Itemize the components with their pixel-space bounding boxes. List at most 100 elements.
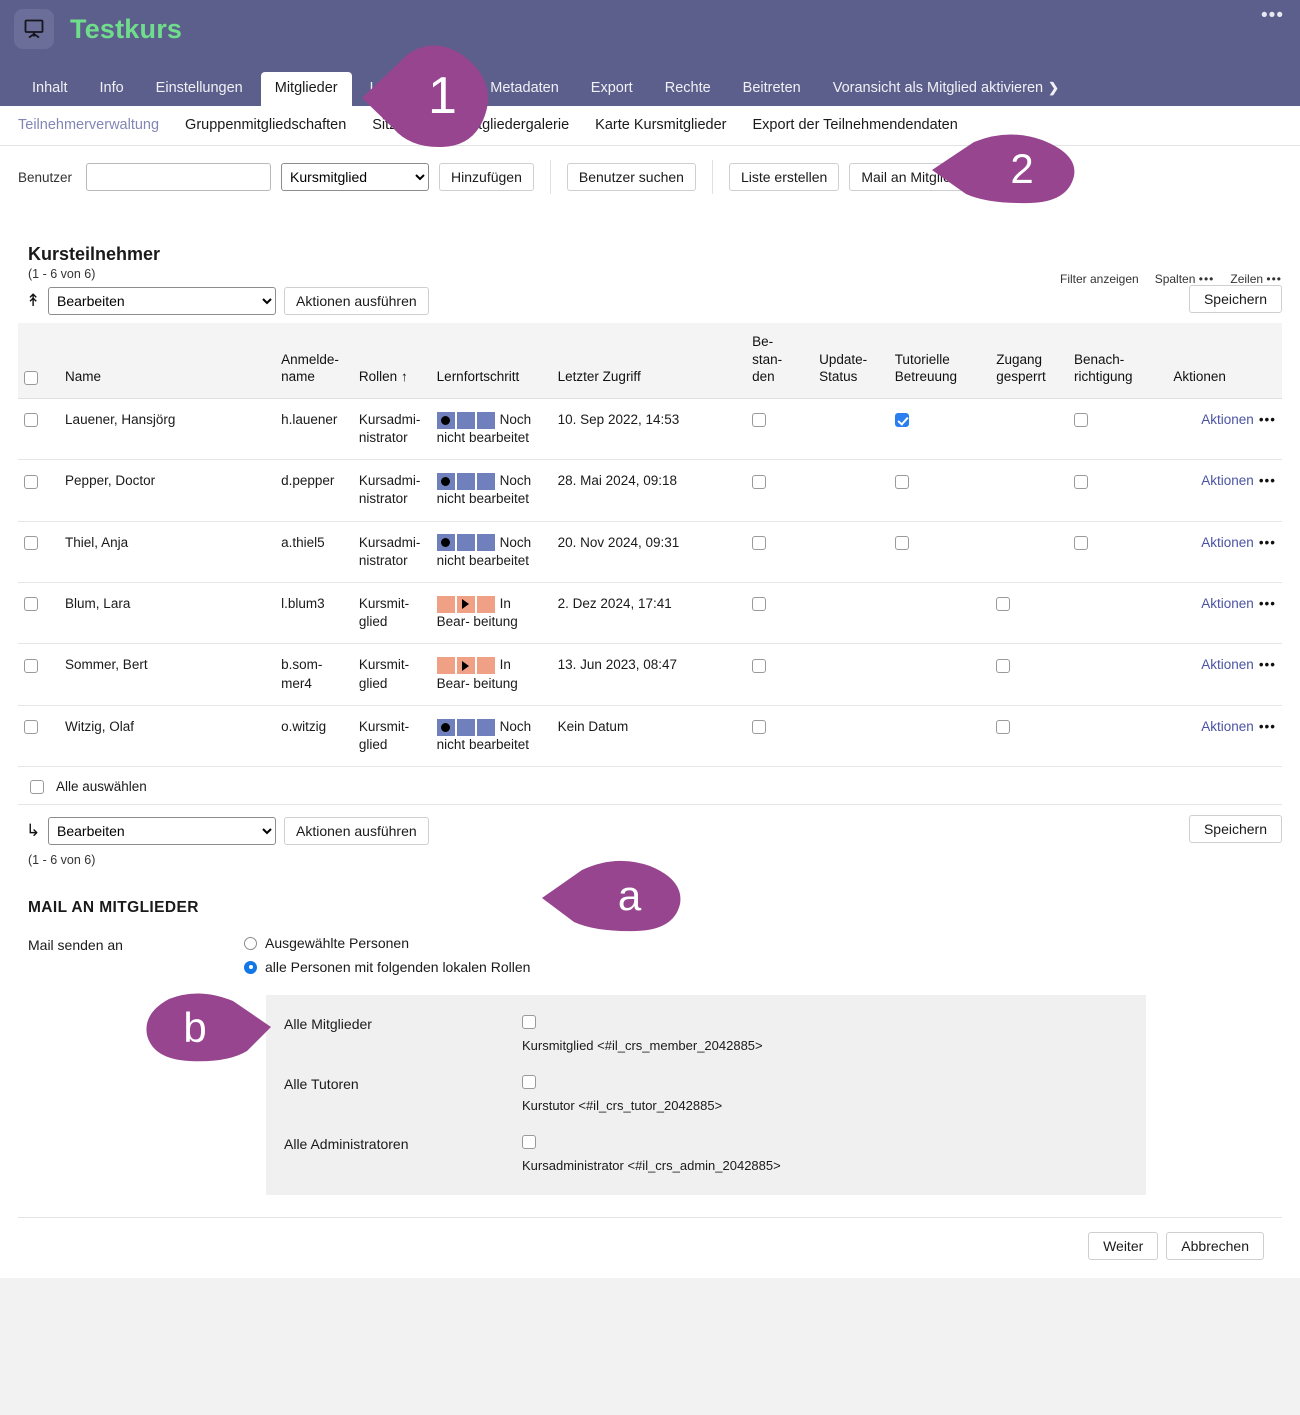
row-notification-checkbox[interactable] — [1074, 413, 1089, 428]
row-actions-dots-icon[interactable]: ••• — [1258, 411, 1276, 427]
tab-info[interactable]: Info — [99, 80, 124, 96]
header-last-access[interactable]: Letzter Zugriff — [551, 323, 747, 399]
table-row[interactable]: Pepper, Doctor d.pepper Kursadmi- nistrato… — [18, 459, 1282, 522]
next-button[interactable]: Weiter — [1088, 1232, 1159, 1261]
show-filter-link[interactable]: Filter anzeigen — [1059, 272, 1139, 286]
tab-lernfortschritt[interactable]: Lernfortschritt — [369, 80, 459, 96]
tab-export[interactable]: Export — [590, 80, 633, 96]
bulk-action-select-bottom[interactable]: Bearbeiten — [48, 817, 276, 846]
row-tutorial-checkbox[interactable] — [894, 535, 909, 550]
row-tutorial-checkbox[interactable] — [894, 474, 909, 489]
row-tutorial-checkbox[interactable] — [894, 413, 909, 428]
row-last-access: 20. Nov 2024, 09:31 — [551, 521, 747, 583]
subnav-mitgliedergalerie[interactable]: Mitgliedergalerie — [462, 117, 570, 133]
save-button-top[interactable]: Speichern — [1188, 285, 1282, 313]
columns-menu[interactable]: Spalten ••• — [1155, 272, 1215, 286]
row-actions-link[interactable]: Aktionen — [1201, 534, 1254, 550]
execute-actions-button-bottom[interactable]: Aktionen ausführen — [284, 817, 429, 846]
role-checkbox[interactable] — [522, 1135, 536, 1150]
radio-option-roles[interactable]: alle Personen mit folgenden lokalen Roll… — [244, 959, 530, 975]
row-blocked-checkbox[interactable] — [996, 658, 1011, 673]
row-passed-checkbox[interactable] — [752, 658, 767, 673]
progress-cell: In Bear- beitung — [430, 582, 552, 645]
header-progress[interactable]: Lernfortschritt — [430, 323, 552, 399]
role-checkbox[interactable] — [522, 1075, 536, 1090]
subnav-karte-kursmitglieder[interactable]: Karte Kursmitglieder — [595, 117, 727, 133]
radio-option-selected-persons[interactable]: Ausgewählte Personen — [244, 935, 530, 951]
radio-selected-persons[interactable] — [244, 936, 257, 950]
row-select-checkbox[interactable] — [24, 474, 38, 489]
tab-beitreten[interactable]: Beitreten — [742, 80, 801, 96]
table-row[interactable]: Witzig, Olaf o.witzig Kursmit- glied Noch n… — [18, 705, 1282, 768]
header-notification[interactable]: Benach- richtigung — [1068, 323, 1168, 399]
member-toolbar: Benutzer Kursmitglied Hinzufügen Benutze… — [0, 146, 1300, 210]
progress-cell: Noch nicht bearbeitet — [430, 705, 552, 768]
row-notification-checkbox[interactable] — [1074, 474, 1089, 489]
header-roles[interactable]: Rollen ↑ — [352, 323, 431, 399]
save-button-bottom[interactable]: Speichern — [1188, 815, 1282, 844]
table-row[interactable]: Lauener, Hansjörg h.lauener Kursadmi- nist… — [18, 398, 1282, 461]
header-login[interactable]: Anmelde- name — [275, 323, 353, 399]
row-passed-checkbox[interactable] — [752, 474, 767, 489]
row-actions-link[interactable]: Aktionen — [1201, 473, 1254, 489]
bulk-action-select-top[interactable]: Bearbeiten — [48, 287, 276, 315]
row-passed-checkbox[interactable] — [752, 720, 767, 735]
table-row[interactable]: Thiel, Anja a.thiel5 Kursadmi- nistrator No… — [18, 521, 1282, 583]
create-list-button[interactable]: Liste erstellen — [728, 163, 840, 191]
row-blocked-checkbox[interactable] — [996, 597, 1011, 612]
tab-mitglieder[interactable]: Mitglieder — [260, 72, 352, 106]
subnav-sitzungen[interactable]: Sitzungen — [372, 117, 437, 133]
add-user-button[interactable]: Hinzufügen — [439, 163, 534, 191]
tab-voransicht[interactable]: Voransicht als Mitglied aktivieren ❯ — [819, 72, 1073, 106]
row-notification-checkbox[interactable] — [1074, 535, 1089, 550]
header-select-all-checkbox[interactable] — [24, 370, 38, 385]
role-select[interactable]: Kursmitglied — [281, 163, 430, 191]
rows-menu[interactable]: Zeilen ••• — [1230, 272, 1282, 286]
row-actions-link[interactable]: Aktionen — [1201, 718, 1254, 734]
row-actions-dots-icon[interactable]: ••• — [1258, 534, 1276, 550]
row-select-checkbox[interactable] — [24, 535, 38, 550]
radio-roles[interactable] — [244, 960, 257, 974]
row-select-checkbox[interactable] — [24, 720, 38, 735]
header-tutorial[interactable]: Tutorielle Betreuung — [888, 323, 991, 399]
header-name[interactable]: Name — [59, 323, 276, 399]
header-passed[interactable]: Be- stan- den — [746, 323, 814, 399]
row-actions-link[interactable]: Aktionen — [1201, 657, 1254, 673]
mail-to-members-button[interactable]: Mail an Mitglieder — [849, 163, 984, 191]
select-all-checkbox[interactable] — [30, 779, 44, 794]
row-actions-link[interactable]: Aktionen — [1201, 411, 1254, 427]
mail-form-footer: Weiter Abbrechen — [18, 1217, 1282, 1278]
table-row[interactable]: Blum, Lara l.blum3 Kursmit- glied In Bear- … — [18, 582, 1282, 645]
row-actions-dots-icon[interactable]: ••• — [1258, 718, 1276, 734]
subnav-teilnehmerverwaltung[interactable]: Teilnehmerverwaltung — [18, 117, 160, 133]
subnav-gruppenmitgliedschaften[interactable]: Gruppenmitgliedschaften — [185, 117, 347, 133]
row-actions-dots-icon[interactable]: ••• — [1258, 657, 1276, 673]
row-passed-checkbox[interactable] — [752, 535, 767, 550]
row-blocked-checkbox[interactable] — [996, 720, 1011, 735]
row-select-checkbox[interactable] — [24, 597, 38, 612]
search-user-button[interactable]: Benutzer suchen — [566, 163, 696, 191]
row-actions-link[interactable]: Aktionen — [1201, 595, 1254, 611]
header-kebab-icon[interactable]: ••• — [1261, 5, 1284, 26]
row-passed-cell — [746, 459, 814, 522]
row-passed-checkbox[interactable] — [752, 413, 767, 428]
row-actions-dots-icon[interactable]: ••• — [1258, 595, 1276, 611]
toolbar-divider-2 — [711, 160, 713, 194]
tab-inhalt[interactable]: Inhalt — [32, 80, 68, 96]
cancel-button[interactable]: Abbrechen — [1166, 1232, 1264, 1261]
role-checkbox[interactable] — [522, 1015, 536, 1030]
row-actions-dots-icon[interactable]: ••• — [1258, 473, 1276, 489]
row-passed-checkbox[interactable] — [752, 597, 767, 612]
execute-actions-button-top[interactable]: Aktionen ausführen — [284, 287, 429, 315]
table-row[interactable]: Sommer, Bert b.som- mer4 Kursmit- glied In … — [18, 643, 1282, 706]
tab-rechte[interactable]: Rechte — [664, 80, 711, 96]
tab-einstellungen[interactable]: Einstellungen — [155, 80, 243, 96]
subnav-export-teilnehmendendaten[interactable]: Export der Teilnehmendendaten — [752, 117, 958, 133]
row-select-checkbox[interactable] — [24, 413, 38, 428]
tab-metadaten[interactable]: Metadaten — [490, 80, 559, 96]
header-update-status[interactable]: Update- Status — [813, 323, 889, 399]
user-search-input[interactable] — [86, 163, 272, 191]
header-blocked[interactable]: Zugang gesperrt — [990, 323, 1069, 399]
row-select-checkbox[interactable] — [24, 658, 38, 673]
progress-cell: In Bear- beitung — [430, 643, 552, 706]
